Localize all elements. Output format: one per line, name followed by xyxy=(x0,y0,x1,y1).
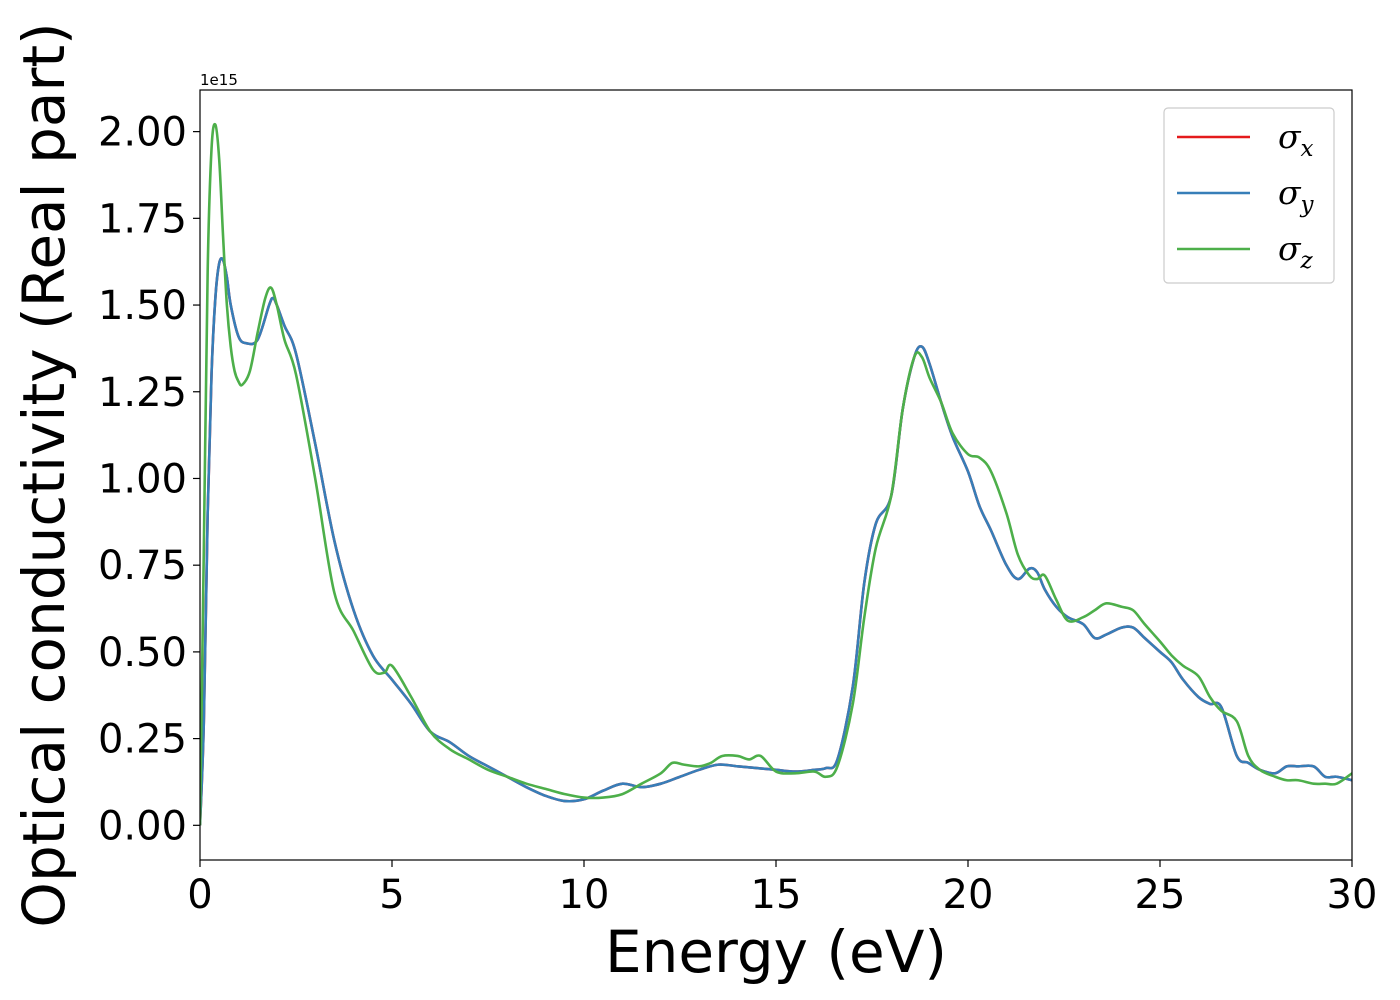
series-line-z xyxy=(200,122,1352,826)
y-tick-label: 2.00 xyxy=(98,110,187,156)
legend-label-x: σx xyxy=(1278,117,1314,162)
x-tick-label: 25 xyxy=(1135,872,1186,918)
y-axis: 0.00 0.25 0.50 0.75 1.00 1.25 1.50 1.75 2.00 xyxy=(98,110,200,849)
legend-label-z: σz xyxy=(1278,229,1314,274)
x-tick-label: 0 xyxy=(187,872,212,918)
y-tick-label: 1.50 xyxy=(98,283,187,329)
x-tick-label: 10 xyxy=(559,872,610,918)
x-tick-label: 5 xyxy=(379,872,404,918)
x-tick-label: 20 xyxy=(943,872,994,918)
legend-label-y: σy xyxy=(1278,173,1315,218)
x-axis-label: Energy (eV) xyxy=(605,918,947,986)
x-tick-label: 30 xyxy=(1327,872,1378,918)
y-offset-label: 1e15 xyxy=(200,71,238,89)
y-tick-label: 1.00 xyxy=(98,456,187,502)
y-axis-label: Optical conductivity (Real part) xyxy=(10,22,78,927)
x-tick-label: 15 xyxy=(751,872,802,918)
series-layer xyxy=(200,122,1352,826)
legend: σx σy σz xyxy=(1163,107,1335,284)
y-tick-label: 1.25 xyxy=(98,370,187,416)
y-tick-label: 0.50 xyxy=(98,630,187,676)
y-tick-label: 0.25 xyxy=(98,717,187,763)
y-tick-label: 0.75 xyxy=(98,543,187,589)
y-tick-label: 0.00 xyxy=(98,803,187,849)
x-axis: 0 5 10 15 20 25 30 xyxy=(187,860,1377,918)
legend-box xyxy=(1163,107,1335,284)
y-tick-label: 1.75 xyxy=(98,196,187,242)
